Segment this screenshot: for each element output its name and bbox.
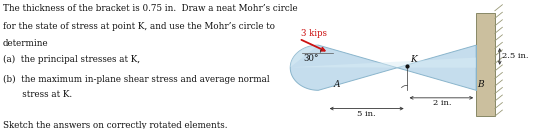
Text: The thickness of the bracket is 0.75 in.  Draw a neat Mohr’s circle: The thickness of the bracket is 0.75 in.… [3, 4, 297, 13]
Text: Sketch the answers on correctly rotated elements.: Sketch the answers on correctly rotated … [3, 121, 227, 129]
Text: 3 kips: 3 kips [301, 29, 327, 38]
Text: 5 in.: 5 in. [357, 110, 376, 118]
Text: 2 in.: 2 in. [433, 99, 452, 107]
Text: (b)  the maximum in-plane shear stress and average normal: (b) the maximum in-plane shear stress an… [3, 75, 270, 84]
Text: determine: determine [3, 39, 49, 48]
Bar [476, 13, 495, 116]
Text: K: K [410, 55, 417, 64]
Polygon shape [291, 45, 476, 90]
Text: (a)  the principal stresses at K,: (a) the principal stresses at K, [3, 55, 140, 64]
Text: for the state of stress at point K, and use the Mohr’s circle to: for the state of stress at point K, and … [3, 22, 275, 31]
Text: 30°: 30° [304, 54, 319, 63]
Polygon shape [291, 45, 476, 68]
Text: B: B [477, 80, 484, 89]
Text: A: A [334, 80, 340, 89]
Text: stress at K.: stress at K. [3, 90, 72, 99]
Text: 2.5 in.: 2.5 in. [502, 52, 529, 61]
